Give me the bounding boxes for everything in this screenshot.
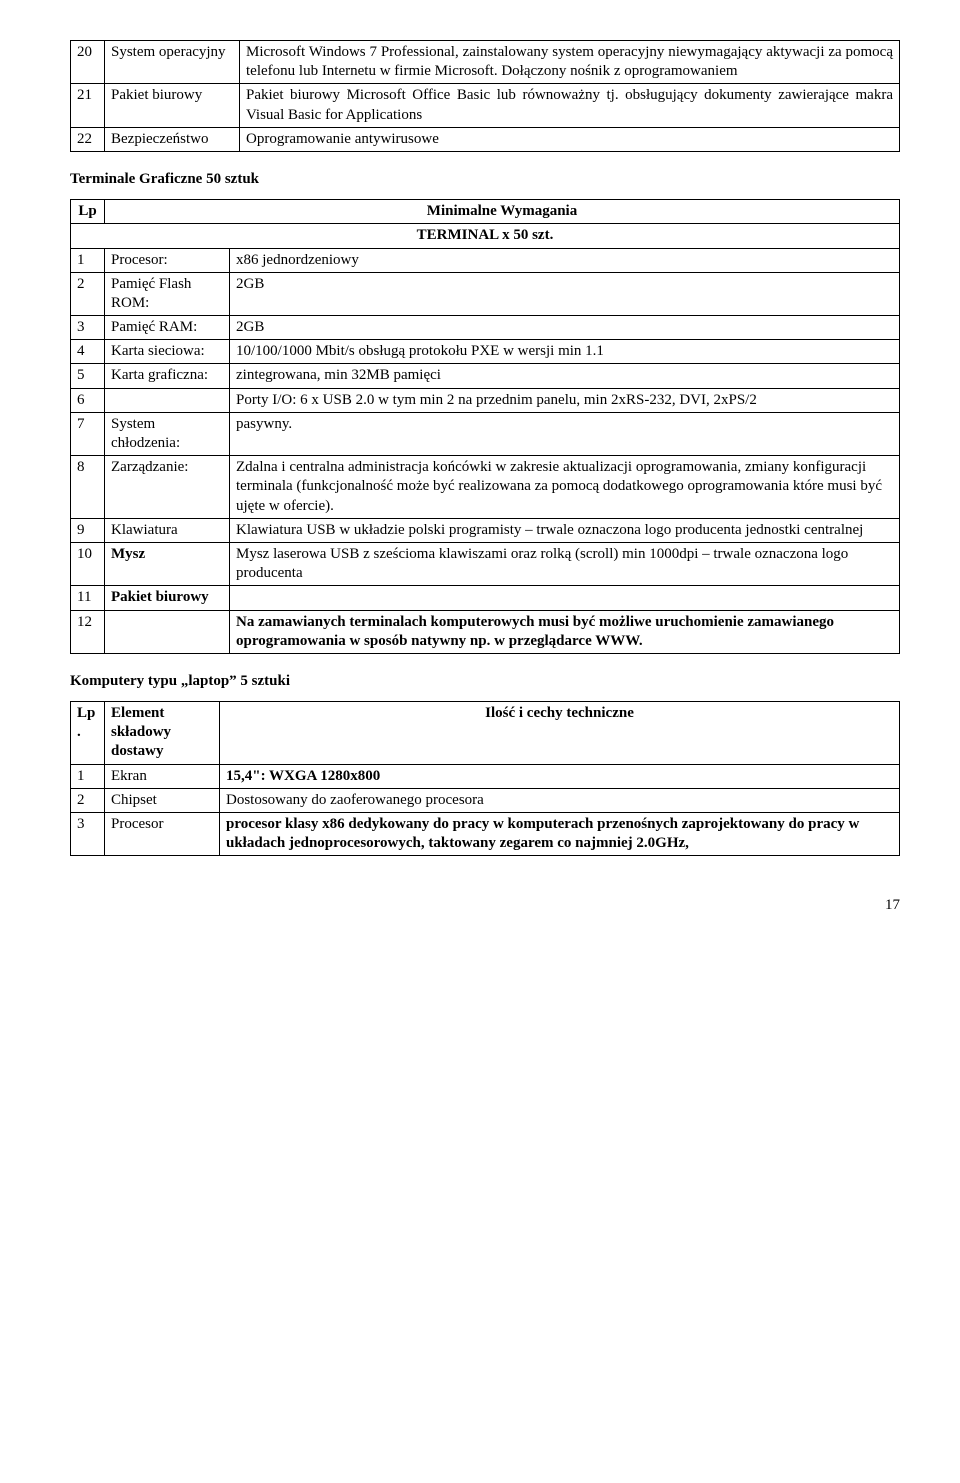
row-number: 11 xyxy=(71,586,105,610)
table-laptops-header: Lp. Element składowy dostawy Ilość i cec… xyxy=(71,702,900,765)
row-number: 22 xyxy=(71,127,105,151)
table-terminals: Lp Minimalne Wymagania TERMINAL x 50 szt… xyxy=(70,199,900,654)
row-name: Procesor: xyxy=(105,248,230,272)
row-desc: Dostosowany do zaoferowanego procesora xyxy=(220,788,900,812)
row-name xyxy=(105,388,230,412)
row-desc: 15,4": WXGA 1280x800 xyxy=(220,764,900,788)
table-row: 22BezpieczeństwoOprogramowanie antywirus… xyxy=(71,127,900,151)
row-number: 3 xyxy=(71,316,105,340)
row-desc: zintegrowana, min 32MB pamięci xyxy=(230,364,900,388)
table-row: 3Procesorprocesor klasy x86 dedykowany d… xyxy=(71,813,900,856)
table-row: 3Pamięć RAM:2GB xyxy=(71,316,900,340)
table-row: 9KlawiaturaKlawiatura USB w układzie pol… xyxy=(71,518,900,542)
page-number: 17 xyxy=(70,896,900,915)
row-number: 12 xyxy=(71,610,105,653)
row-number: 21 xyxy=(71,84,105,127)
row-number: 1 xyxy=(71,764,105,788)
table-row: 6 Porty I/O: 6 x USB 2.0 w tym min 2 na p… xyxy=(71,388,900,412)
row-desc: 10/100/1000 Mbit/s obsługą protokołu PXE… xyxy=(230,340,900,364)
table-system-body: 20System operacyjnyMicrosoft Windows 7 P… xyxy=(71,41,900,152)
section-title-terminals: Terminale Graficzne 50 sztuk xyxy=(70,170,900,189)
row-number: 6 xyxy=(71,388,105,412)
row-name: Zarządzanie: xyxy=(105,456,230,519)
row-name: Karta sieciowa: xyxy=(105,340,230,364)
table-row: 4Karta sieciowa:10/100/1000 Mbit/s obsłu… xyxy=(71,340,900,364)
row-name: Pakiet biurowy xyxy=(105,84,240,127)
table-row: 2ChipsetDostosowany do zaoferowanego pro… xyxy=(71,788,900,812)
row-desc: Oprogramowanie antywirusowe xyxy=(240,127,900,151)
row-desc: 2GB xyxy=(230,272,900,315)
row-number: 20 xyxy=(71,41,105,84)
row-name: System chłodzenia: xyxy=(105,412,230,455)
table-terminals-body: 1Procesor:x86 jednordzeniowy2Pamięć Flas… xyxy=(71,248,900,653)
row-desc: pasywny. xyxy=(230,412,900,455)
row-name: Pamięć RAM: xyxy=(105,316,230,340)
table-row: 20System operacyjnyMicrosoft Windows 7 P… xyxy=(71,41,900,84)
table-row: 12 Na zamawianych terminalach komputerowy… xyxy=(71,610,900,653)
row-desc: Porty I/O: 6 x USB 2.0 w tym min 2 na pr… xyxy=(230,388,900,412)
row-desc: x86 jednordzeniowy xyxy=(230,248,900,272)
table-row: 1Procesor:x86 jednordzeniowy xyxy=(71,248,900,272)
row-desc: Klawiatura USB w układzie polski program… xyxy=(230,518,900,542)
table-system: 20System operacyjnyMicrosoft Windows 7 P… xyxy=(70,40,900,152)
row-desc: Na zamawianych terminalach komputerowych… xyxy=(230,610,900,653)
table-laptops-body: 1Ekran15,4": WXGA 1280x8002ChipsetDostos… xyxy=(71,764,900,856)
row-number: 10 xyxy=(71,542,105,585)
row-desc: procesor klasy x86 dedykowany do pracy w… xyxy=(220,813,900,856)
row-number: 7 xyxy=(71,412,105,455)
table-laptops: Lp. Element składowy dostawy Ilość i cec… xyxy=(70,701,900,856)
header-lp: Lp. xyxy=(71,702,105,765)
row-desc: Pakiet biurowy Microsoft Office Basic lu… xyxy=(240,84,900,127)
section-title-laptops: Komputery typu „laptop” 5 sztuki xyxy=(70,672,900,691)
header-desc: Ilość i cechy techniczne xyxy=(220,702,900,765)
row-number: 5 xyxy=(71,364,105,388)
row-number: 4 xyxy=(71,340,105,364)
table-terminals-subheader: TERMINAL x 50 szt. xyxy=(71,224,900,248)
table-row: 11Pakiet biurowy xyxy=(71,586,900,610)
table-row: 21Pakiet biurowyPakiet biurowy Microsoft… xyxy=(71,84,900,127)
header-req: Minimalne Wymagania xyxy=(105,200,900,224)
row-name: Chipset xyxy=(105,788,220,812)
table-terminals-header: Lp Minimalne Wymagania xyxy=(71,200,900,224)
row-name: Klawiatura xyxy=(105,518,230,542)
row-desc: Mysz laserowa USB z sześcioma klawiszami… xyxy=(230,542,900,585)
table-row: 1Ekran15,4": WXGA 1280x800 xyxy=(71,764,900,788)
subheader: TERMINAL x 50 szt. xyxy=(71,224,900,248)
row-name xyxy=(105,610,230,653)
row-number: 1 xyxy=(71,248,105,272)
row-name: Pakiet biurowy xyxy=(105,586,230,610)
row-name: Ekran xyxy=(105,764,220,788)
table-row: 5Karta graficzna:zintegrowana, min 32MB … xyxy=(71,364,900,388)
table-row: 8Zarządzanie:Zdalna i centralna administ… xyxy=(71,456,900,519)
header-lp: Lp xyxy=(71,200,105,224)
row-desc: Zdalna i centralna administracja końcówk… xyxy=(230,456,900,519)
row-number: 8 xyxy=(71,456,105,519)
table-row: 2Pamięć Flash ROM:2GB xyxy=(71,272,900,315)
row-number: 2 xyxy=(71,788,105,812)
row-name: Procesor xyxy=(105,813,220,856)
row-number: 3 xyxy=(71,813,105,856)
row-number: 2 xyxy=(71,272,105,315)
table-row: 7System chłodzenia:pasywny. xyxy=(71,412,900,455)
row-name: System operacyjny xyxy=(105,41,240,84)
row-name: Bezpieczeństwo xyxy=(105,127,240,151)
row-number: 9 xyxy=(71,518,105,542)
row-desc: 2GB xyxy=(230,316,900,340)
table-row: 10MyszMysz laserowa USB z sześcioma klaw… xyxy=(71,542,900,585)
row-desc xyxy=(230,586,900,610)
row-name: Karta graficzna: xyxy=(105,364,230,388)
row-name: Mysz xyxy=(105,542,230,585)
row-desc: Microsoft Windows 7 Professional, zainst… xyxy=(240,41,900,84)
header-name: Element składowy dostawy xyxy=(105,702,220,765)
row-name: Pamięć Flash ROM: xyxy=(105,272,230,315)
